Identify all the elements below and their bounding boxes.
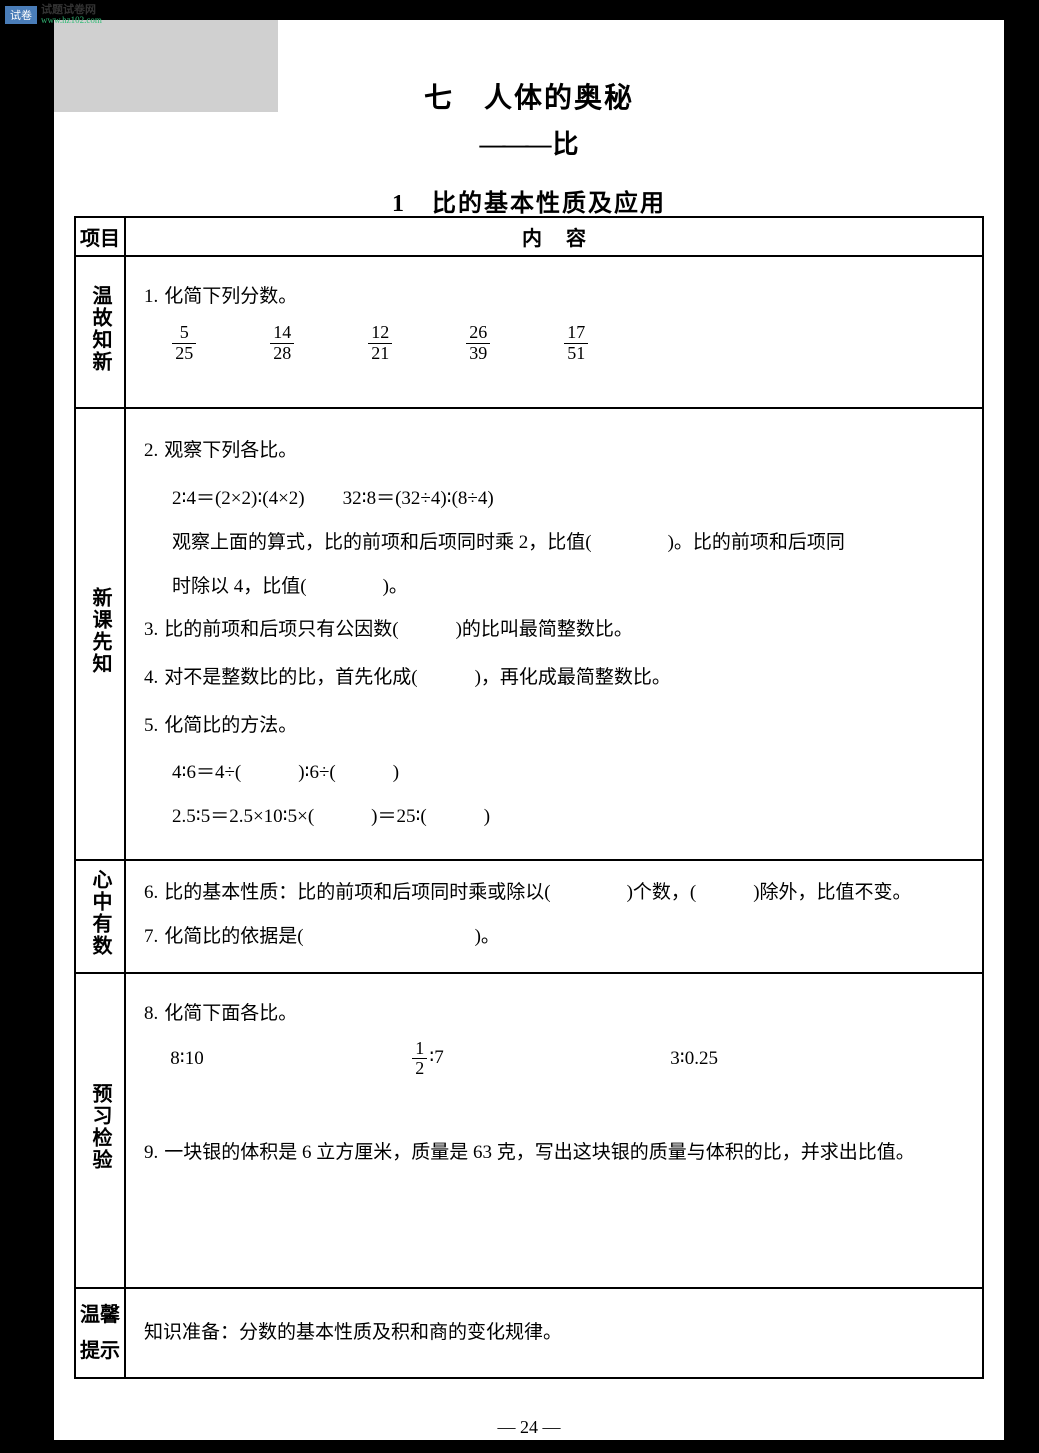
fraction: 1428	[270, 323, 294, 364]
item-7: 7. 化简比的依据是( )。	[144, 917, 964, 957]
item-text: 观察下列各比。	[164, 429, 964, 473]
item-num: 3.	[144, 608, 158, 652]
item-num: 9.	[144, 1133, 158, 1173]
tip-text: 知识准备：分数的基本性质及积和商的变化规律。	[144, 1313, 964, 1353]
row-label-5: 温馨提示	[75, 1288, 125, 1378]
content-cell-4: 8. 化简下面各比。 8∶10 12∶7 3∶0.25	[125, 973, 983, 1288]
page-number: — 24 —	[54, 1417, 1004, 1438]
item-1: 1. 化简下列分数。 525 1428 1221 2639 1751	[144, 277, 964, 383]
ratio-b: 12∶7	[410, 1038, 670, 1079]
item-num: 8.	[144, 994, 158, 1129]
content-cell-1: 1. 化简下列分数。 525 1428 1221 2639 1751	[125, 256, 983, 408]
main-table: 项目 内容 温故知新 1. 化简下列分数。 525 1428 1221 2639	[74, 216, 984, 1379]
item-text: 对不是整数比的比，首先化成( )，再化成最简整数比。	[164, 656, 964, 700]
item-num: 4.	[144, 656, 158, 700]
item-line: 观察上面的算式，比的前项和后项同时乘 2，比值( )。比的前项和后项同	[172, 521, 964, 565]
item-line: 4∶6＝4÷( )∶6÷( )	[172, 751, 964, 795]
header-col1: 项目	[75, 217, 125, 256]
watermark-icon: 试卷	[5, 6, 37, 24]
watermark-url: www.hz102.com	[41, 16, 102, 25]
item-text: 比的前项和后项只有公因数( )的比叫最简整数比。	[164, 608, 964, 652]
table-row: 温故知新 1. 化简下列分数。 525 1428 1221 2639 1751	[75, 256, 983, 408]
fraction: 1751	[564, 323, 588, 364]
grey-box	[54, 20, 278, 112]
ratio-c: 3∶0.25	[670, 1039, 718, 1079]
item-text: 化简下列分数。	[164, 277, 964, 317]
fraction: 2639	[466, 323, 490, 364]
row-label-4: 预习检验	[75, 973, 125, 1288]
item-num: 1.	[144, 277, 158, 383]
item-2: 2. 观察下列各比。	[144, 429, 964, 473]
item-9: 9. 一块银的体积是 6 立方厘米，质量是 63 克，写出这块银的质量与体积的比…	[144, 1133, 964, 1173]
content-cell-3: 6. 比的基本性质：比的前项和后项同时乘或除以( )个数，( )除外，比值不变。…	[125, 860, 983, 974]
table-row: 新课先知 2. 观察下列各比。 2∶4＝(2×2)∶(4×2) 32∶8＝(32…	[75, 408, 983, 859]
table-header-row: 项目 内容	[75, 217, 983, 256]
content-cell-2: 2. 观察下列各比。 2∶4＝(2×2)∶(4×2) 32∶8＝(32÷4)∶(…	[125, 408, 983, 859]
item-text: 化简下面各比。	[164, 994, 964, 1034]
item-text: 化简比的依据是( )。	[164, 917, 964, 957]
subtitle: 比	[54, 124, 1004, 161]
header-col2: 内容	[125, 217, 983, 256]
content-cell-5: 知识准备：分数的基本性质及积和商的变化规律。	[125, 1288, 983, 1378]
item-5: 5. 化简比的方法。	[144, 704, 964, 748]
fraction-row: 525 1428 1221 2639 1751	[170, 323, 964, 364]
item-num: 2.	[144, 429, 158, 473]
table-row: 心中有数 6. 比的基本性质：比的前项和后项同时乘或除以( )个数，( )除外，…	[75, 860, 983, 974]
table-row: 预习检验 8. 化简下面各比。 8∶10 12∶7 3∶0.25	[75, 973, 983, 1288]
ratio-a: 8∶10	[170, 1039, 410, 1079]
table-row: 温馨提示 知识准备：分数的基本性质及积和商的变化规律。	[75, 1288, 983, 1378]
section-title: 1 比的基本性质及应用	[54, 183, 1004, 218]
item-4: 4. 对不是整数比的比，首先化成( )，再化成最简整数比。	[144, 656, 964, 700]
fraction: 1221	[368, 323, 392, 364]
item-line: 时除以 4，比值( )。	[172, 565, 964, 609]
item-num: 7.	[144, 917, 158, 957]
item-8: 8. 化简下面各比。 8∶10 12∶7 3∶0.25	[144, 994, 964, 1129]
item-3: 3. 比的前项和后项只有公因数( )的比叫最简整数比。	[144, 608, 964, 652]
item-6: 6. 比的基本性质：比的前项和后项同时乘或除以( )个数，( )除外，比值不变。	[144, 873, 964, 913]
item-num: 6.	[144, 873, 158, 913]
item-line: 2∶4＝(2×2)∶(4×2) 32∶8＝(32÷4)∶(8÷4)	[172, 477, 964, 521]
row-label-2: 新课先知	[75, 408, 125, 859]
item-text: 比的基本性质：比的前项和后项同时乘或除以( )个数，( )除外，比值不变。	[164, 873, 964, 913]
fraction: 525	[172, 323, 196, 364]
watermark: 试卷 试题试卷网 www.hz102.com	[5, 5, 102, 25]
item-text: 一块银的体积是 6 立方厘米，质量是 63 克，写出这块银的质量与体积的比，并求…	[164, 1133, 964, 1173]
item-text: 化简比的方法。	[164, 704, 964, 748]
watermark-text: 试题试卷网 www.hz102.com	[41, 5, 102, 25]
row-label-3: 心中有数	[75, 860, 125, 974]
item-line: 2.5∶5＝2.5×10∶5×( )＝25∶( )	[172, 795, 964, 839]
ratio-row: 8∶10 12∶7 3∶0.25	[170, 1038, 964, 1079]
row-label-1: 温故知新	[75, 256, 125, 408]
item-num: 5.	[144, 704, 158, 748]
page: 七 人体的奥秘 比 1 比的基本性质及应用 项目 内容 温故知新 1. 化简下列…	[54, 20, 1004, 1440]
